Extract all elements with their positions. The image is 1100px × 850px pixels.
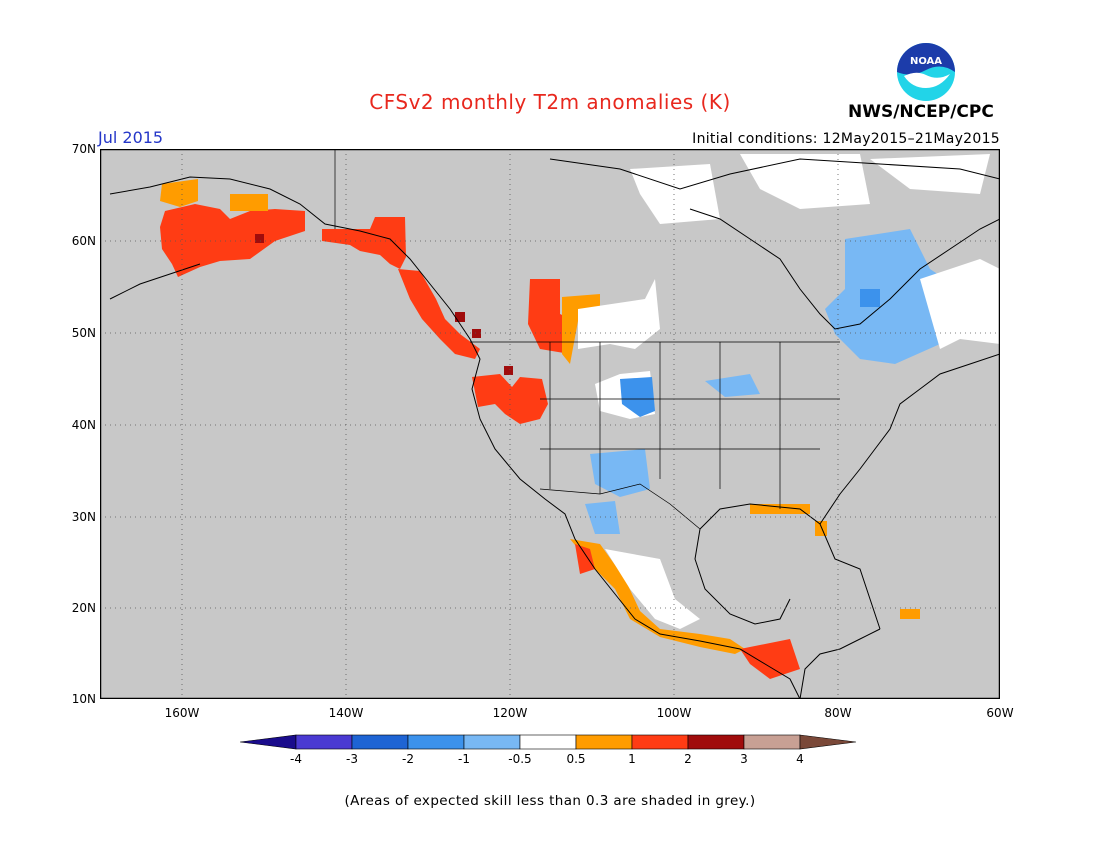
wyoming-cool-patch xyxy=(620,377,655,417)
yukon-warm-patch xyxy=(322,217,406,269)
legend-cell xyxy=(631,734,689,750)
legend-cell xyxy=(295,734,353,750)
gulf-coastline xyxy=(694,503,881,630)
legend-label: 0.5 xyxy=(566,752,586,766)
legend-label: 3 xyxy=(740,752,748,766)
quebec-dark-cool-patch xyxy=(860,289,880,307)
baja-warm-patch xyxy=(575,544,595,574)
central-america-warm-patch xyxy=(740,639,800,679)
caribbean-coastline xyxy=(799,628,881,699)
mexico-neutral-patch xyxy=(605,549,700,629)
map-frame xyxy=(100,149,1000,699)
lon-label-160w: 160W xyxy=(164,706,200,720)
arctic-neutral-patch-1 xyxy=(630,164,720,224)
us-mexico-border xyxy=(539,483,701,530)
alaska-north-patch xyxy=(160,179,198,207)
alaska-dark-patch xyxy=(255,234,264,243)
legend-label: 2 xyxy=(684,752,692,766)
graticule xyxy=(100,149,1000,699)
legend-label: 4 xyxy=(796,752,804,766)
legend-cell xyxy=(519,734,577,750)
noaa-logo: NOAA xyxy=(897,43,955,101)
mexico-coast-patch xyxy=(570,539,745,654)
lon-label-120w: 120W xyxy=(492,706,528,720)
alaska-warm-patch xyxy=(160,204,305,277)
alaska-orange-patch xyxy=(230,194,268,211)
bc-coast-patch xyxy=(398,269,480,359)
lon-label-100w: 100W xyxy=(656,706,692,720)
legend-colorbar xyxy=(240,734,857,750)
coastlines xyxy=(109,158,1000,699)
caribbean-warm-patch xyxy=(900,609,920,619)
legend-label: -0.5 xyxy=(508,752,532,766)
legend-arrow-high xyxy=(799,734,857,750)
legend-cell xyxy=(743,734,801,750)
lat-label-30n: 30N xyxy=(71,510,96,524)
legend-cell xyxy=(351,734,409,750)
legend-label: -2 xyxy=(402,752,414,766)
arctic-neutral-patch-3 xyxy=(870,154,990,194)
alaska-peninsula-coastline xyxy=(109,263,201,300)
arctic-coastline xyxy=(549,158,1000,190)
lon-label-80w: 80W xyxy=(824,706,852,720)
agency-label: NWS/NCEP/CPC xyxy=(848,102,994,122)
bc-dark-patch-1 xyxy=(455,312,465,322)
lat-label-10n: 10N xyxy=(71,692,96,706)
bc-dark-patch-2 xyxy=(472,329,481,338)
legend-cell xyxy=(463,734,521,750)
logo-text: NOAA xyxy=(910,56,942,67)
initial-conditions: Initial conditions: 12May2015–21May2015 xyxy=(692,131,1000,147)
arizona-cool-patch xyxy=(585,501,620,534)
chart-title: CFSv2 monthly T2m anomalies (K) xyxy=(369,90,731,114)
arctic-neutral-patch-2 xyxy=(740,154,870,209)
lat-label-40n: 40N xyxy=(71,418,96,432)
lat-label-60n: 60N xyxy=(71,234,96,248)
borders xyxy=(334,149,840,530)
labrador-neutral-patch xyxy=(920,259,1000,349)
legend-label: -3 xyxy=(346,752,358,766)
legend-label: -1 xyxy=(458,752,470,766)
atlantic-coastline xyxy=(819,353,1000,525)
pacific-coastline xyxy=(109,176,801,699)
lon-label-60w: 60W xyxy=(986,706,1014,720)
legend-label: 1 xyxy=(628,752,636,766)
legend-cell xyxy=(575,734,633,750)
lat-label-70n: 70N xyxy=(71,142,96,156)
footnote: (Areas of expected skill less than 0.3 a… xyxy=(344,793,756,809)
oregon-dark-patch xyxy=(504,366,513,375)
legend-arrow-low xyxy=(240,734,297,750)
lat-label-50n: 50N xyxy=(71,326,96,340)
lon-label-140w: 140W xyxy=(328,706,364,720)
prairie-neutral-patch xyxy=(578,279,660,349)
state-borders xyxy=(540,342,840,509)
lat-label-20n: 20N xyxy=(71,601,96,615)
legend-label: -4 xyxy=(290,752,302,766)
legend-cell xyxy=(687,734,745,750)
plains-cool-patch xyxy=(705,374,760,397)
legend-cell xyxy=(407,734,465,750)
hudson-bay-coastline xyxy=(689,208,1000,330)
forecast-month: Jul 2015 xyxy=(98,128,164,147)
anomaly-map xyxy=(100,149,1000,699)
